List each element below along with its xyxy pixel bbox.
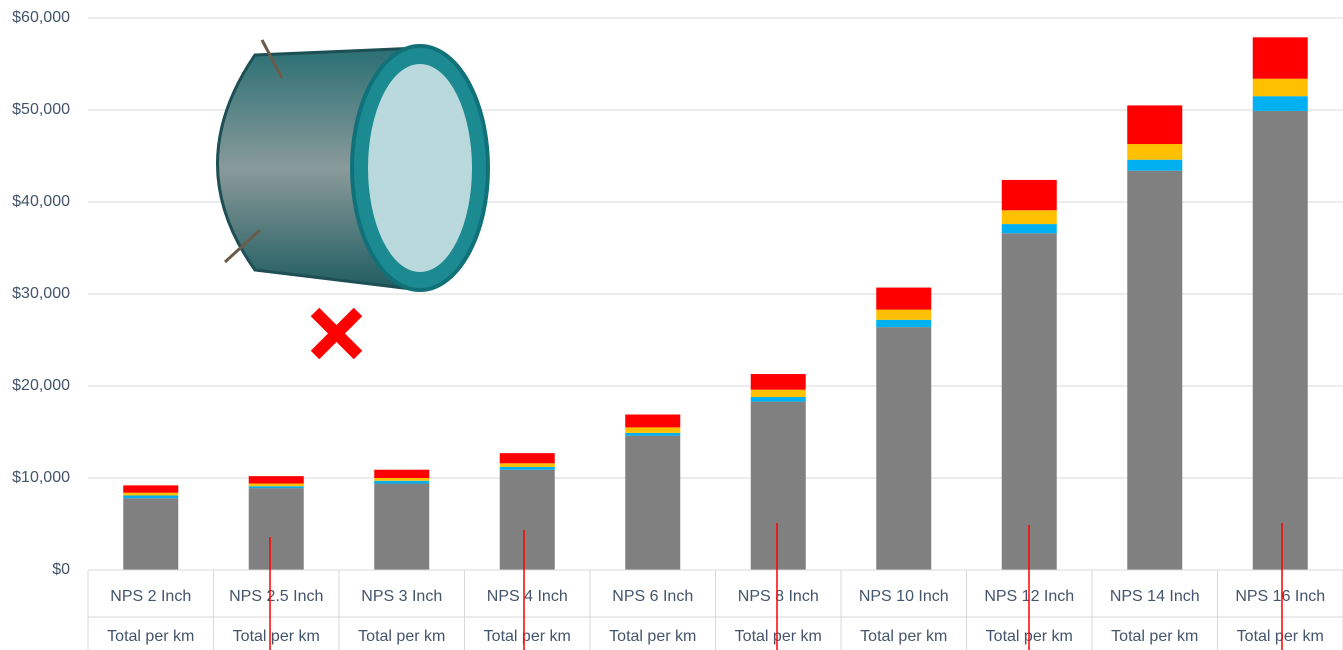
bar-segment	[123, 485, 179, 493]
x-tick-label: NPS 16 Inch	[1235, 588, 1325, 605]
bar-segment	[1001, 224, 1057, 234]
x-sublabel: Total per km	[233, 628, 320, 645]
x-sublabel: Total per km	[609, 628, 696, 645]
x-tick-label: NPS 6 Inch	[612, 588, 693, 605]
x-tick-label: NPS 10 Inch	[859, 588, 949, 605]
bar-segment	[750, 397, 806, 402]
bar-segment	[1001, 210, 1057, 225]
bar-segment	[123, 495, 179, 499]
bar-segment	[499, 469, 555, 570]
x-sublabel: Total per km	[1237, 628, 1324, 645]
bar-segment	[876, 287, 932, 310]
y-tick-label: $50,000	[12, 101, 70, 118]
red-markers	[269, 523, 1283, 650]
bar-segment	[374, 469, 430, 478]
x-sublabel: Total per km	[735, 628, 822, 645]
bar-segment	[248, 486, 304, 489]
y-tick-label: $20,000	[12, 377, 70, 394]
x-tick-label: NPS 3 Inch	[361, 588, 442, 605]
x-sublabel: Total per km	[484, 628, 571, 645]
bar-segment	[876, 309, 932, 320]
x-tick-label: NPS 2 Inch	[110, 588, 191, 605]
bar-segment	[123, 492, 179, 496]
bar-segment	[625, 427, 681, 433]
bar-segment	[1127, 170, 1183, 570]
x-tick-label: NPS 8 Inch	[738, 588, 819, 605]
bar-segment	[876, 327, 932, 570]
bar-segment	[1127, 159, 1183, 171]
y-tick-label: $0	[52, 561, 70, 578]
bar-segment	[750, 401, 806, 570]
bar-segment	[1127, 144, 1183, 160]
bar-segment	[625, 414, 681, 428]
bar-segment	[1252, 110, 1308, 571]
bar-segment	[499, 466, 555, 470]
bar-segment	[1001, 233, 1057, 570]
bar-segment	[625, 432, 681, 436]
bar-segment	[374, 483, 430, 570]
bar-segment	[374, 478, 430, 481]
bar-segment	[499, 463, 555, 467]
x-sublabel: Total per km	[358, 628, 445, 645]
bar-segment	[248, 483, 304, 487]
bar-segment	[123, 498, 179, 570]
y-tick-label: $10,000	[12, 469, 70, 486]
x-tick-label: NPS 14 Inch	[1110, 588, 1200, 605]
y-tick-label: $40,000	[12, 193, 70, 210]
bar-segment	[876, 319, 932, 328]
bar-segment	[1252, 96, 1308, 111]
bar-segment	[1252, 78, 1308, 97]
bar-segment	[248, 488, 304, 570]
bar-segment	[625, 435, 681, 570]
bar-segment	[750, 374, 806, 390]
x-tick-label: NPS 2.5 Inch	[229, 588, 323, 605]
plot-area: $0 $10,000 $20,000 $30,000 $40,000 $50,000 $60…	[12, 9, 1343, 650]
x-sublabel: Total per km	[107, 628, 194, 645]
bar-segment	[750, 389, 806, 398]
bar-segment	[248, 476, 304, 484]
bar-segment	[1127, 105, 1183, 145]
bar-segment	[499, 453, 555, 464]
x-sublabel: Total per km	[1111, 628, 1198, 645]
y-tick-label: $30,000	[12, 285, 70, 302]
bar-segment	[374, 480, 430, 484]
y-tick-label: $60,000	[12, 9, 70, 26]
pipe-illustration	[216, 39, 490, 360]
x-tick-label: NPS 4 Inch	[487, 588, 568, 605]
x-sublabel: Total per km	[860, 628, 947, 645]
bar-segment	[1252, 37, 1308, 79]
bar-segment	[1001, 179, 1057, 211]
